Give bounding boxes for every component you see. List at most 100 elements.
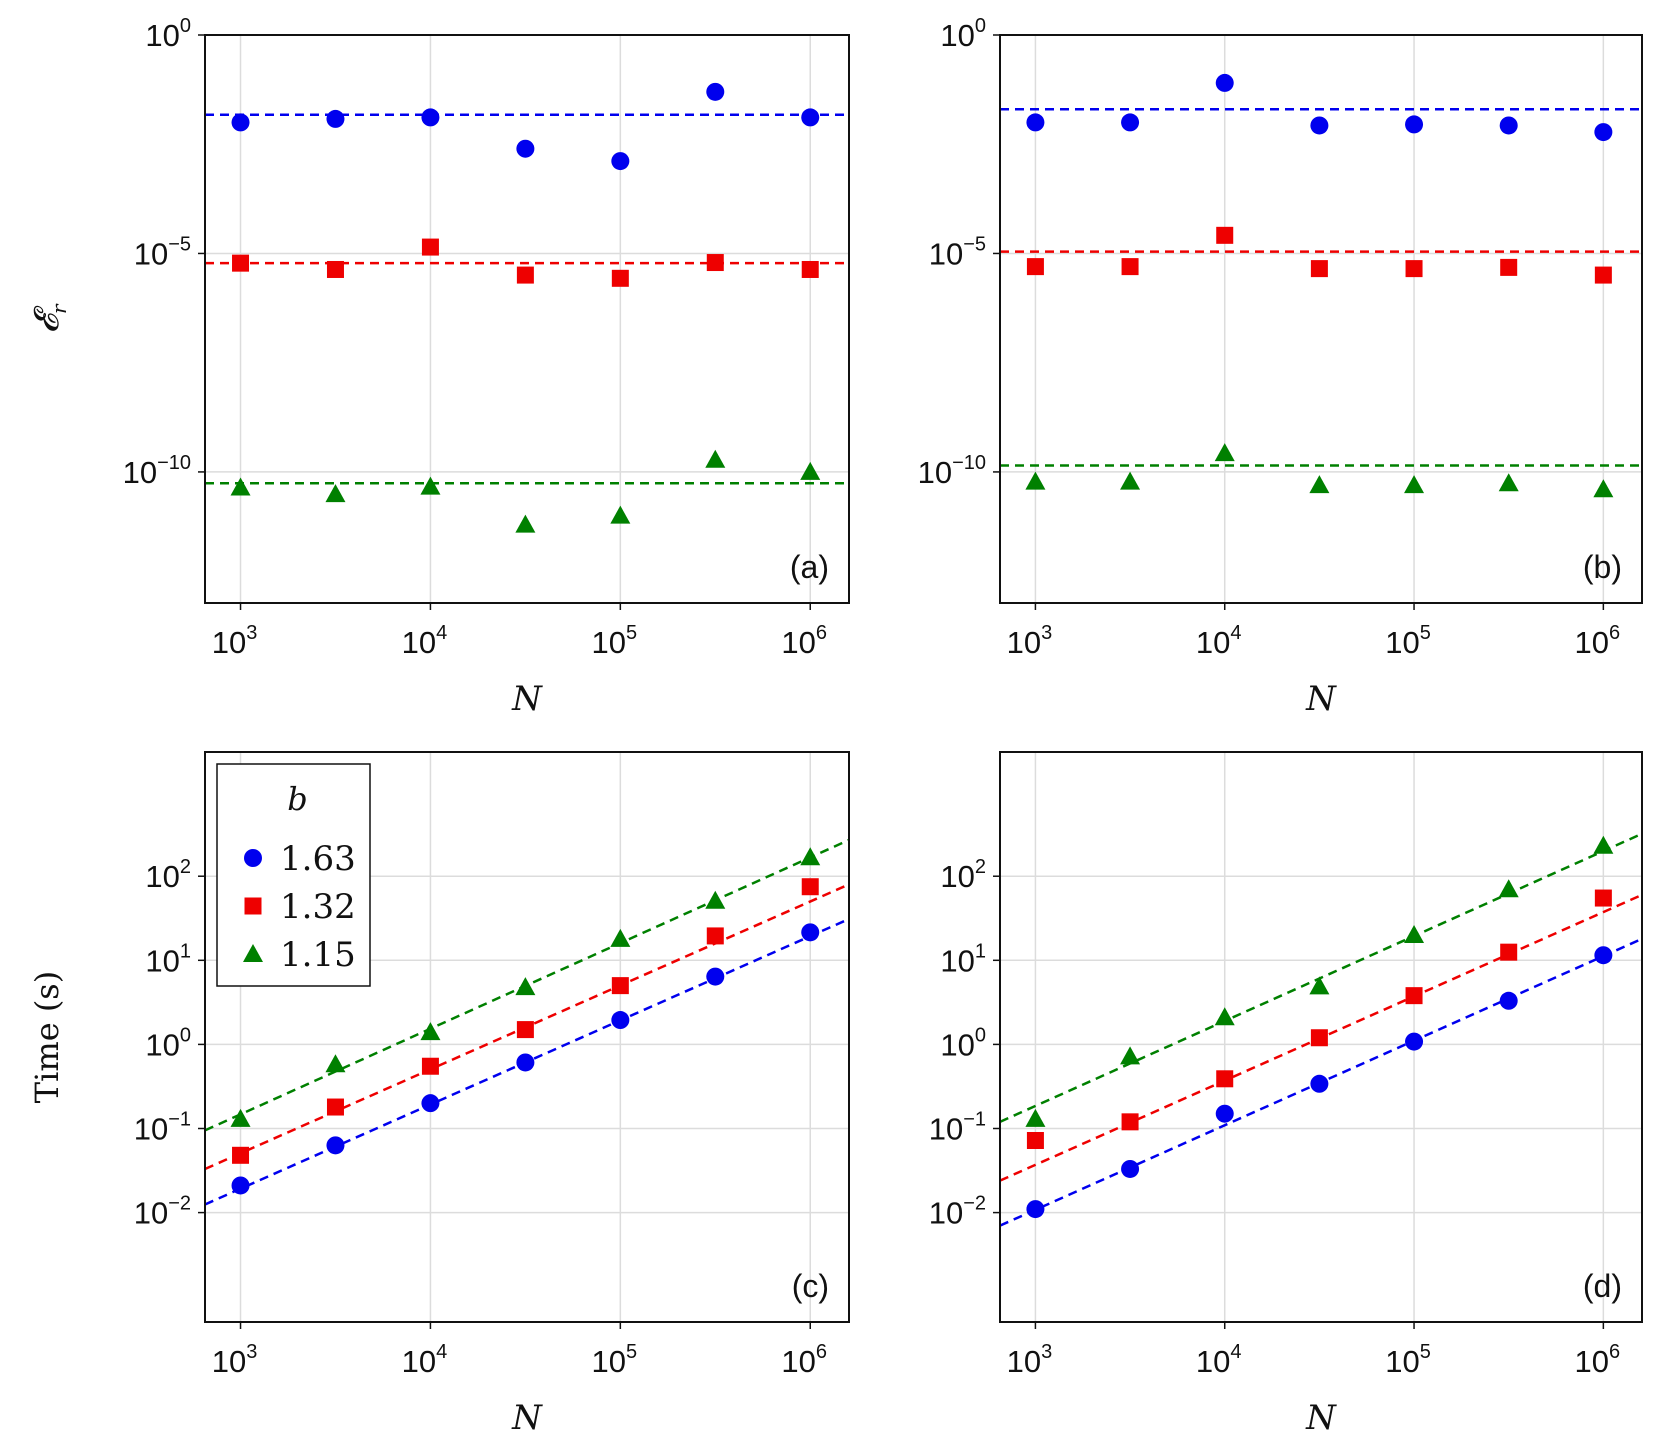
data-point-1.32: [1026, 258, 1044, 276]
x-tick-label: 105: [592, 1341, 638, 1379]
data-point-1.63: [1121, 113, 1140, 132]
data-point-1.15: [610, 928, 631, 947]
x-tick-exponent: 4: [1230, 622, 1241, 644]
x-axis-label: N: [511, 679, 543, 719]
y-tick-exponent: −5: [168, 233, 191, 255]
y-tick-exponent: −10: [952, 452, 986, 474]
x-tick-label: 103: [1007, 1341, 1053, 1379]
data-point-1.15: [1498, 879, 1519, 898]
y-tick-exponent: 0: [975, 1024, 986, 1046]
data-point-1.63: [1215, 73, 1234, 92]
data-point-1.32: [421, 238, 439, 256]
y-tick-label: 10−1: [929, 1108, 986, 1146]
data-point-1.63: [1121, 1159, 1140, 1178]
data-point-1.32: [1026, 1131, 1044, 1149]
data-layer: [205, 838, 849, 1206]
data-point-1.32: [1310, 1029, 1328, 1047]
data-point-1.32: [1216, 226, 1234, 244]
data-point-1.63: [1405, 1032, 1424, 1051]
y-tick-label: 10−10: [123, 452, 191, 490]
x-tick-exponent: 3: [1041, 1341, 1052, 1363]
data-point-1.32: [421, 1057, 439, 1075]
data-point-1.32: [1216, 1070, 1234, 1088]
y-tick-exponent: 0: [975, 15, 986, 37]
data-point-1.63: [611, 152, 630, 171]
y-tick-exponent: −1: [168, 1108, 191, 1130]
y-tick-label: 100: [940, 15, 986, 53]
data-point-1.15: [1025, 471, 1046, 490]
y-tick-label: 100: [145, 15, 191, 53]
x-tick-exponent: 3: [1041, 622, 1052, 644]
x-tick-label: 104: [402, 1341, 448, 1379]
data-point-1.63: [1499, 991, 1518, 1010]
y-tick-label: 100: [145, 1024, 191, 1062]
plot-frame: [204, 34, 850, 604]
data-point-1.63: [706, 82, 725, 101]
legend: b 1.63 1.32 1.15: [216, 763, 371, 987]
data-point-1.32: [706, 254, 724, 272]
data-point-1.15: [1120, 1046, 1141, 1065]
x-tick-exponent: 5: [1420, 622, 1431, 644]
x-tick-exponent: 3: [246, 1341, 257, 1363]
data-point-1.63: [326, 109, 345, 128]
data-point-1.15: [515, 514, 536, 533]
y-tick-label: 10−2: [134, 1193, 191, 1231]
y-tick-label: 101: [145, 940, 191, 978]
y-tick-label: 101: [940, 940, 986, 978]
data-point-1.32: [1310, 260, 1328, 278]
x-tick-label: 105: [1385, 1341, 1431, 1379]
data-point-1.15: [705, 890, 726, 909]
data-point-1.32: [1500, 943, 1518, 961]
fit-line-1.15: [1000, 832, 1642, 1123]
data-point-1.63: [1594, 946, 1613, 965]
panel-label: (a): [790, 549, 829, 585]
x-tick-label: 103: [212, 1341, 258, 1379]
y-tick-label: 102: [145, 856, 191, 894]
plot-frame: [999, 751, 1643, 1323]
x-tick-exponent: 6: [816, 1341, 827, 1363]
data-point-1.15: [420, 1022, 441, 1041]
data-point-1.15: [610, 505, 631, 524]
data-point-1.63: [421, 108, 440, 127]
data-point-1.63: [801, 108, 820, 127]
x-tick-exponent: 5: [626, 1341, 637, 1363]
y-tick-exponent: −2: [168, 1193, 191, 1215]
data-point-1.15: [1214, 1007, 1235, 1026]
y-tick-label: 10−1: [134, 1108, 191, 1146]
legend-label: 1.63: [280, 839, 356, 879]
data-point-1.32: [611, 269, 629, 287]
data-point-1.32: [1594, 266, 1612, 284]
y-tick-exponent: 2: [975, 856, 986, 878]
x-axis-label: N: [1305, 1398, 1337, 1438]
x-tick-exponent: 6: [1609, 1341, 1620, 1363]
data-point-1.15: [230, 477, 251, 496]
data-layer: [1000, 73, 1642, 498]
legend-box: [216, 763, 371, 987]
y-tick-label: 100: [940, 1024, 986, 1062]
panel-b: 103 104 105 106 100 10−5 10−10 N (b): [918, 15, 1643, 719]
data-point-1.63: [706, 967, 725, 986]
data-point-1.32: [1121, 258, 1139, 276]
x-tick-label: 104: [1196, 1341, 1242, 1379]
x-tick-label: 104: [402, 622, 448, 660]
data-point-1.15: [1593, 479, 1614, 498]
data-point-1.32: [516, 1021, 534, 1039]
data-point-1.32: [232, 1146, 250, 1164]
data-point-1.15: [1025, 1108, 1046, 1127]
x-tick-exponent: 4: [436, 622, 447, 644]
data-point-1.63: [421, 1094, 440, 1113]
x-axis-label: N: [511, 1398, 543, 1438]
x-axis-label: N: [1305, 679, 1337, 719]
data-point-1.63: [611, 1011, 630, 1030]
legend-marker-1.15: [243, 944, 263, 962]
legend-marker-1.32: [244, 897, 262, 915]
y-tick-label: 10−5: [134, 233, 191, 271]
panel-label: (c): [792, 1268, 829, 1304]
y-axis-label-subscript: r: [47, 303, 71, 314]
panel-a: 103 104 105 106 100 10−5 10−10 N 𝓔r (a): [27, 15, 850, 719]
x-tick-label: 106: [1575, 1341, 1621, 1379]
data-point-1.63: [801, 923, 820, 942]
data-point-1.15: [1593, 835, 1614, 854]
data-point-1.15: [420, 476, 441, 495]
